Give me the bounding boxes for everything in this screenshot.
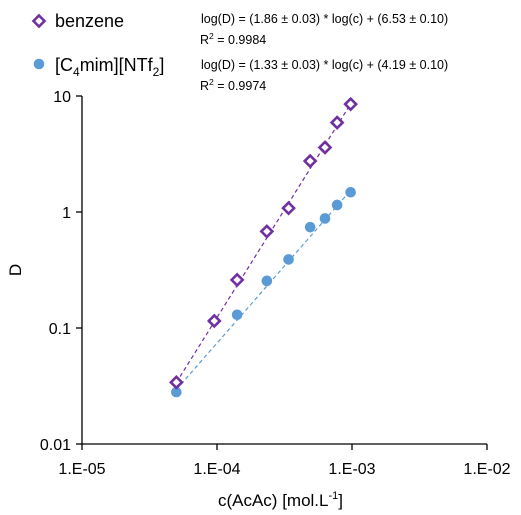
x-axis-title-end: ] — [338, 491, 343, 510]
data-point-series-0 — [259, 224, 275, 239]
legend-label-part: 2 — [153, 65, 160, 79]
data-point-series-1 — [261, 275, 273, 287]
fit-r2-sup: 2 — [209, 31, 214, 41]
fit-r2-label: R — [200, 33, 209, 47]
data-point-series-0 — [302, 153, 318, 169]
y-tick-label: 1 — [62, 205, 71, 222]
data-point-series-0 — [169, 375, 184, 390]
data-point-series-1 — [304, 221, 316, 233]
legend-label-part: ] — [159, 55, 164, 75]
fit-equation-1: log(D) = (1.33 ± 0.03) * log(c) + (4.19 … — [201, 58, 448, 72]
fit-r2-0: R2 = 0.9984 — [200, 31, 266, 47]
data-point-series-1 — [319, 213, 331, 224]
data-point-series-0 — [281, 200, 296, 216]
y-tick-label: 0.01 — [40, 437, 71, 454]
x-tick-label: 1.E-05 — [58, 461, 105, 478]
data-points — [169, 96, 358, 398]
axes — [76, 95, 488, 450]
y-tick-label: 0.1 — [49, 321, 71, 338]
fit-line-1 — [175, 189, 352, 390]
x-axis-title-main: c(AcAc) [mol.L — [218, 491, 329, 510]
legend: benzene log(D) = (1.86 ± 0.03) * log(c) +… — [31, 11, 448, 93]
x-tick-label: 1.E-04 — [193, 461, 240, 478]
fit-r2-value: = 0.9974 — [214, 79, 267, 93]
data-point-series-0 — [329, 115, 345, 130]
fit-equation-0: log(D) = (1.86 ± 0.03) * log(c) + (6.53 … — [201, 12, 448, 26]
legend-label-part: mim][NTf — [80, 55, 154, 75]
legend-label-0: benzene — [55, 11, 124, 31]
data-point-series-1 — [231, 309, 243, 321]
y-axis-title: D — [6, 264, 25, 276]
x-axis-title: c(AcAc) [mol.L-1] — [218, 490, 343, 510]
axis-labels: 0.01 0.1 1 10 1.E-05 1.E-04 1.E-03 1.E-02 c(AcAc… — [6, 89, 511, 510]
legend-marker-0 — [31, 13, 47, 29]
y-tick-label: 10 — [53, 89, 71, 106]
x-tick-label: 1.E-02 — [463, 461, 510, 478]
data-point-series-1 — [171, 386, 182, 398]
data-point-series-0 — [343, 96, 358, 112]
fit-r2-value: = 0.9984 — [214, 33, 267, 47]
data-point-series-0 — [317, 140, 333, 155]
data-point-series-0 — [206, 313, 222, 329]
data-point-series-1 — [345, 186, 356, 198]
fit-r2-label: R — [200, 79, 209, 93]
legend-label-1: [C4mim][NTf2] — [55, 55, 164, 79]
legend-marker-1 — [33, 58, 45, 70]
legend-label-part: 4 — [73, 65, 80, 79]
x-axis-title-sup: -1 — [329, 490, 339, 502]
fit-r2-sup: 2 — [209, 77, 214, 87]
data-point-series-1 — [283, 254, 294, 265]
legend-label-part: benzene — [55, 11, 124, 31]
data-point-series-0 — [229, 272, 245, 288]
legend-label-part: [C — [55, 55, 73, 75]
x-tick-label: 1.E-03 — [328, 461, 375, 478]
data-point-series-1 — [331, 199, 343, 211]
fit-r2-1: R2 = 0.9974 — [200, 77, 266, 93]
